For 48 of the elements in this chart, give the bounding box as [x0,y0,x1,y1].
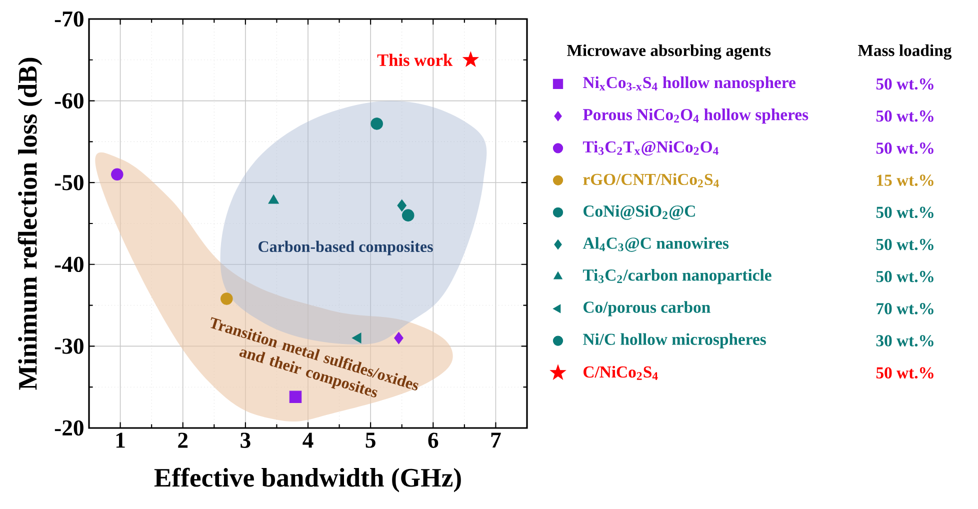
annotation: Carbon-based composites [258,240,433,256]
x-tick-label: 7 [491,432,501,448]
legend-label: Al$_{4}$C$_{3}$@C nanowires [582,237,729,252]
text: 15 wt.% [877,174,934,186]
point [402,209,414,222]
y-tick-label: -20 [54,420,84,436]
x-tick-label: 1 [116,432,125,448]
text: 50 wt.% [876,142,934,154]
x-tick-label: 5 [366,432,376,448]
text: 50 wt.% [876,78,934,90]
point [289,390,302,404]
text: Mass loading [858,44,952,60]
y-tick-label: -70 [54,11,84,27]
y-tick-label: -30 [54,338,84,354]
x-tick-label: 6 [428,432,438,448]
point [220,292,233,305]
text: 50 wt.% [876,270,934,282]
annotation: This work [377,54,453,66]
legend-label: CoNi@SiO$_{2}$@C [584,205,695,220]
point [370,118,383,130]
point [397,199,407,212]
x-tick-label: 4 [302,432,314,448]
x-tick-label: 3 [240,432,250,448]
text: 50 wt.% [876,367,934,379]
y-axis-title: Minimum reflection loss (dB) [18,58,42,390]
text: 50 wt.% [876,206,934,218]
point [111,168,124,181]
legend-label: rGO/CNT/NiCo$_{2}$S$_{4}$ [583,173,719,188]
text: 50 wt.% [876,238,934,250]
x-tick-label: 2 [178,432,188,448]
y-tick-label: -40 [54,256,84,272]
text: Ti$_{3}$C$_{2}$T$_{x}$@NiCo$_{2}$O$_{4}$ [582,140,718,156]
point [462,52,479,67]
legend-label: Co/porous carbon [584,301,710,316]
y-tick-label: -50 [54,174,84,190]
legend-label: Porous NiCo$_{2}$O$_{4}$ hollow spheres [583,108,808,124]
legend-label: C/NiCo$_{2}$S$_{4}$ [584,366,658,380]
y-tick-label: -60 [54,93,84,108]
legend-label: Ti$_{3}$C$_{2}$/carbon nanoparticle [582,269,772,284]
legend-label: Ni/C hollow microspheres [583,333,766,348]
x-axis-title: Effective bandwidth (GHz) [154,468,461,492]
text: 70 wt.% [876,303,934,314]
text: 30 wt.% [876,335,934,346]
legend-title: Microwave absorbing agents [567,44,771,60]
point [394,332,404,344]
legend-label: Ni$_{x}$Co$_{3-x}$S$_{4}$ hollow nanosphere [583,76,796,92]
point [268,194,279,204]
text: 50 wt.% [876,110,934,122]
